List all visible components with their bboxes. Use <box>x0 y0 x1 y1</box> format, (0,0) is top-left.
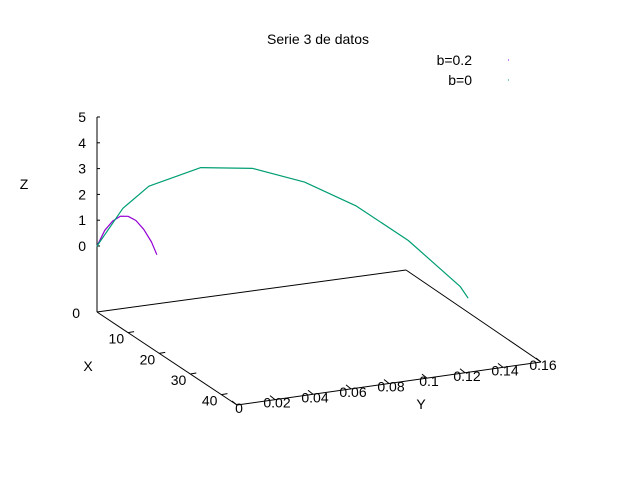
y-tick-label: 0.1 <box>419 373 439 389</box>
z-axis-label: Z <box>20 176 29 192</box>
z-tick-label: 5 <box>78 109 86 125</box>
axes-box <box>96 117 542 406</box>
y-tick-label: 0.16 <box>529 357 556 373</box>
x-tick-label: 40 <box>202 393 218 409</box>
z-tick-label: 2 <box>78 186 86 202</box>
x-tick-label: 10 <box>109 331 125 347</box>
y-tick-mark <box>269 395 276 401</box>
y-tick-mark <box>383 379 390 384</box>
y-tick-label: 0 <box>235 400 243 416</box>
z-axis-ticks: 0 1 2 3 4 5 <box>78 109 100 254</box>
z-tick-label: 1 <box>78 212 86 228</box>
x-axis-ticks: 0 10 20 30 40 <box>72 305 228 409</box>
z-tick-label: 0 <box>78 238 86 254</box>
x-tick-mark <box>128 331 135 334</box>
y-tick-mark <box>307 389 314 395</box>
y-tick-mark <box>459 368 466 374</box>
x-tick-mark <box>190 372 197 375</box>
y-tick-label: 0.12 <box>453 368 480 384</box>
x-tick-mark <box>159 351 166 354</box>
series-line-1 <box>96 167 469 299</box>
back-edge-right <box>405 269 542 363</box>
x-axis-label: X <box>83 358 93 374</box>
series-layer <box>96 167 469 299</box>
chart-title: Serie 3 de datos <box>267 31 369 47</box>
x-tick-mark <box>221 393 228 396</box>
x-tick-label: 30 <box>171 372 187 388</box>
legend: b=0.2 b=0 <box>437 52 509 88</box>
series-line-0 <box>96 215 158 255</box>
y-tick-mark <box>231 400 238 406</box>
y-tick-label: 0.08 <box>377 379 404 395</box>
legend-label-b02: b=0.2 <box>437 52 473 68</box>
x-axis-line <box>96 311 238 406</box>
legend-label-b0: b=0 <box>448 72 472 88</box>
back-edge-left <box>96 269 407 313</box>
x-tick-label-zero: 0 <box>72 305 80 321</box>
y-tick-label: 0.02 <box>263 395 290 411</box>
y-axis-ticks: 0 0.02 0.04 0.06 0.08 0.1 0.12 0.14 0.16 <box>231 357 557 416</box>
y-tick-label: 0.06 <box>339 384 366 400</box>
y-tick-label: 0.04 <box>301 389 328 405</box>
z-tick-label: 4 <box>78 135 86 151</box>
x-tick-label: 20 <box>140 351 156 367</box>
y-tick-mark <box>421 373 428 379</box>
z-tick-label: 3 <box>78 161 86 177</box>
y-tick-mark <box>497 362 504 368</box>
y-tick-mark <box>535 357 542 363</box>
y-tick-mark <box>345 384 352 390</box>
y-tick-label: 0.14 <box>491 362 518 378</box>
y-axis-label: Y <box>416 396 426 412</box>
